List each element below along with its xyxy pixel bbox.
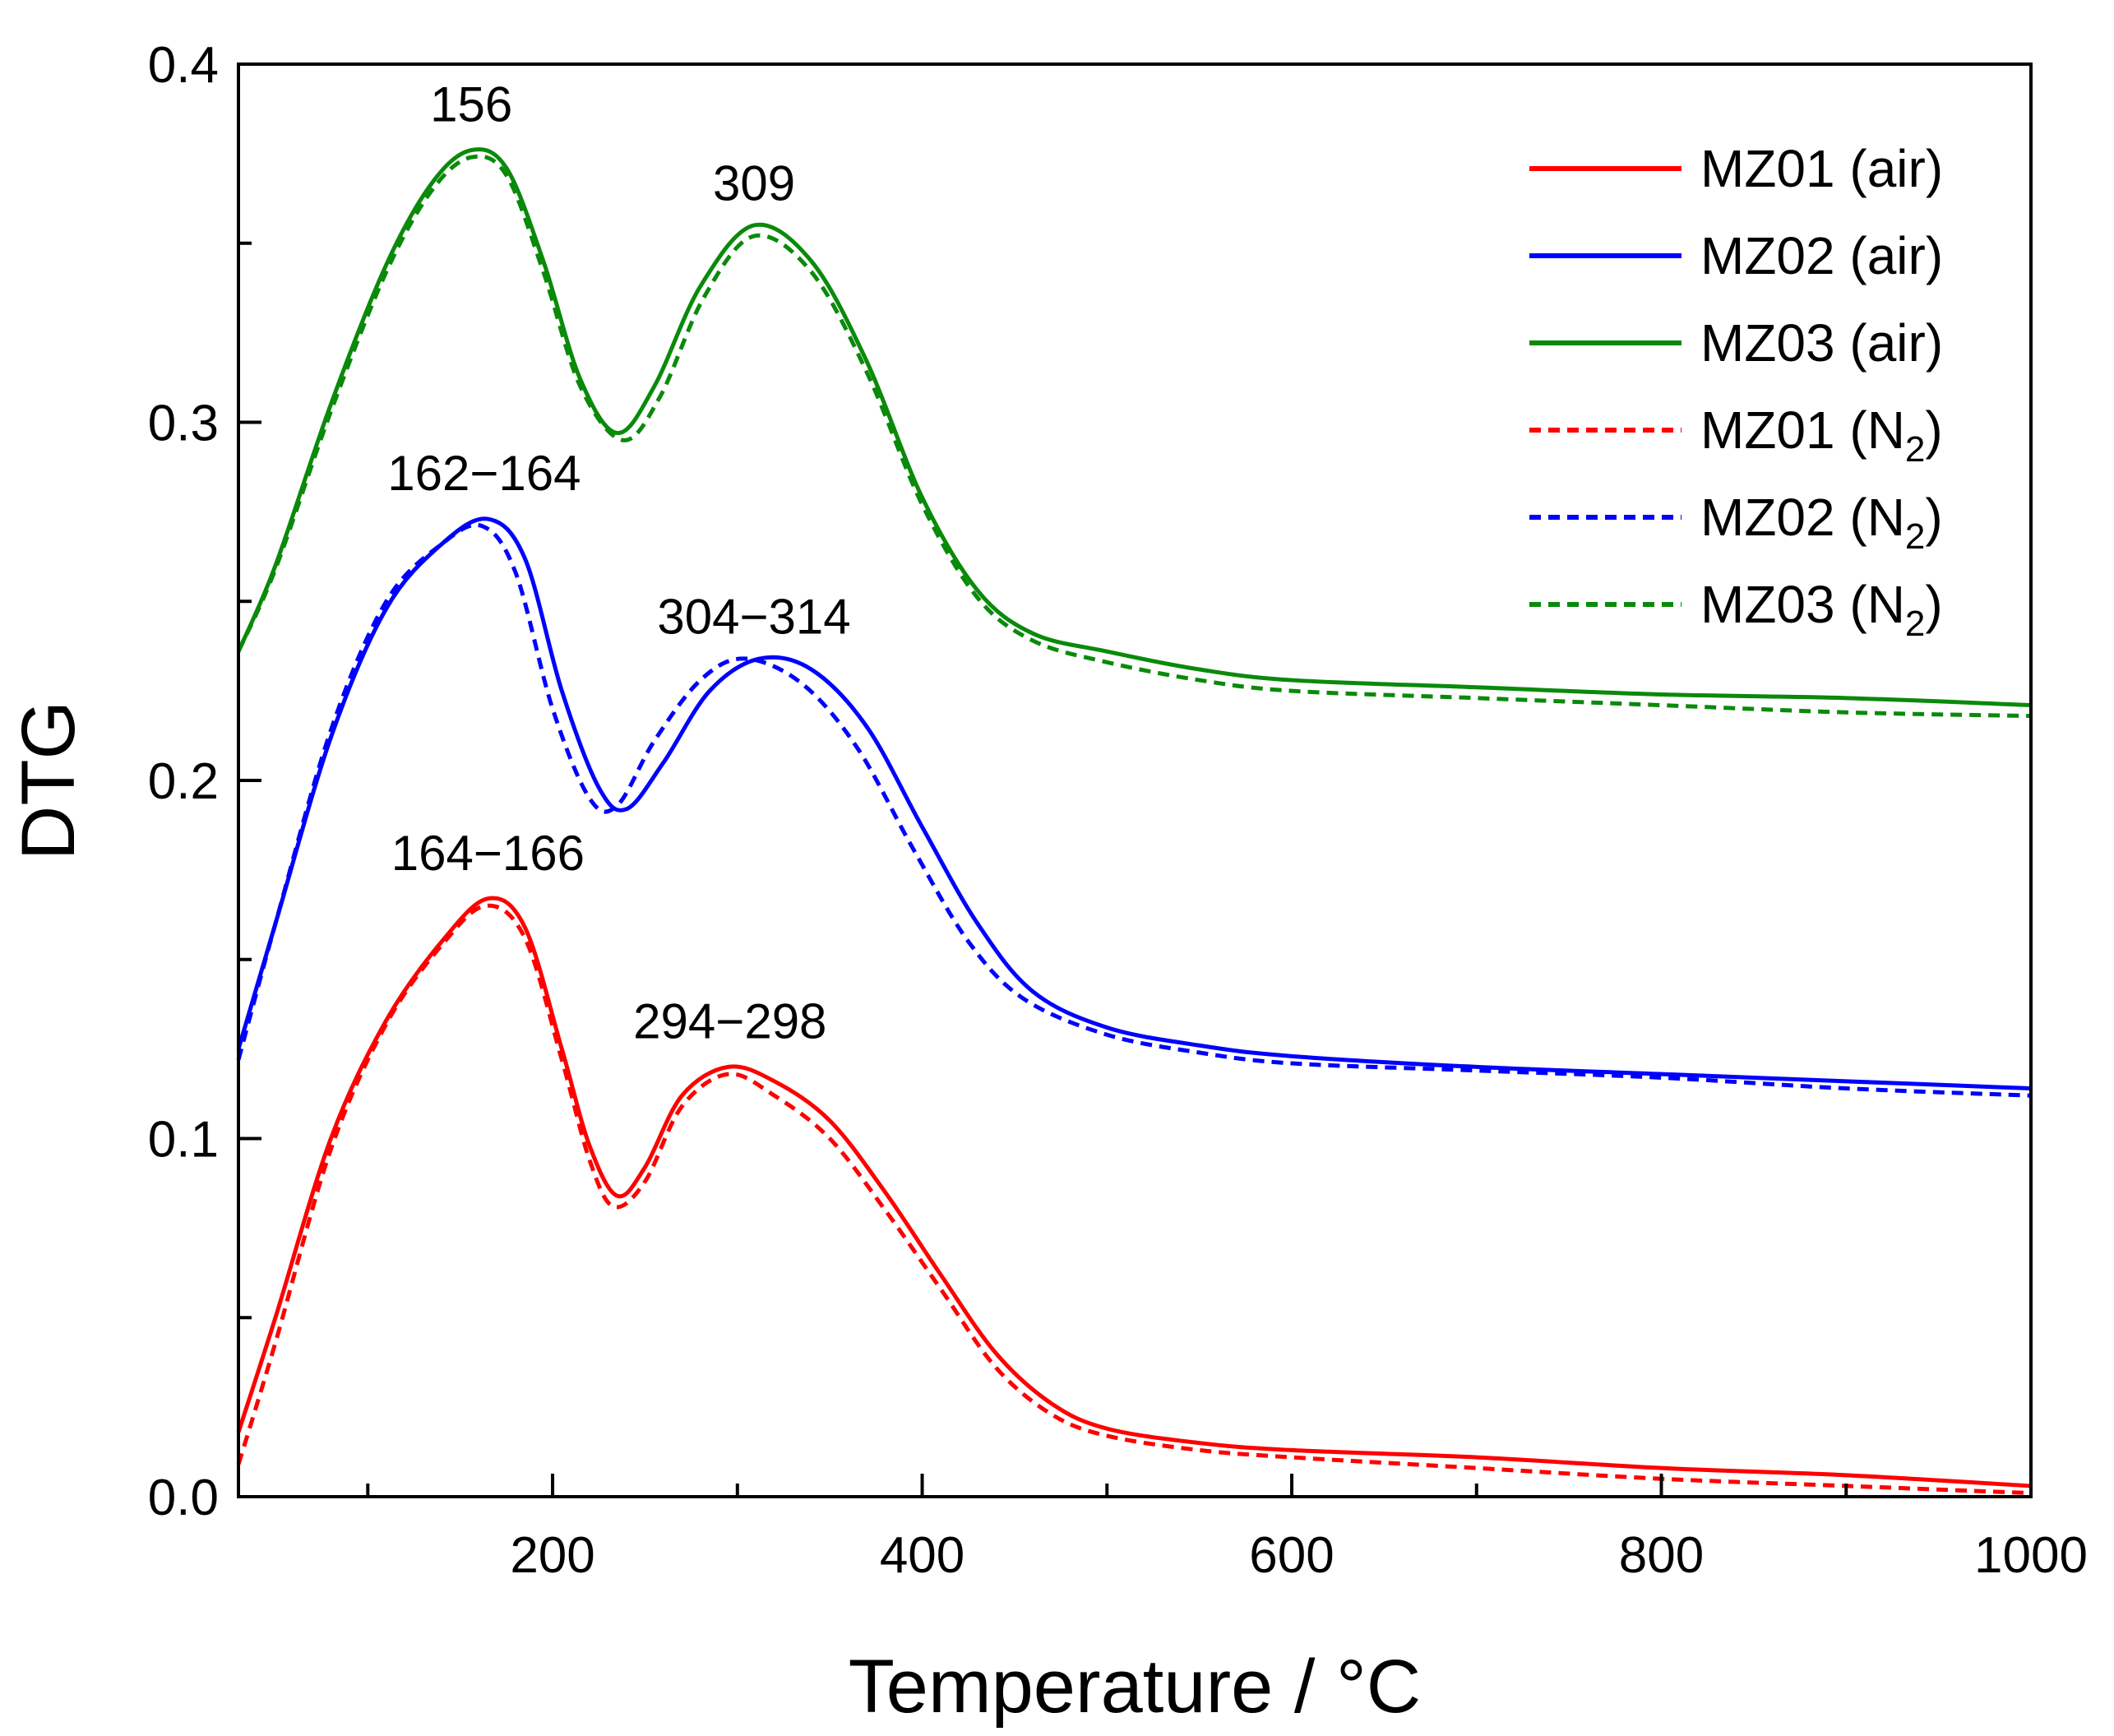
x-tick-label: 600 bbox=[1249, 1527, 1334, 1584]
y-tick-label: 0.3 bbox=[148, 396, 219, 452]
y-tick-label: 0.1 bbox=[148, 1112, 219, 1169]
peak-annotation: 304−314 bbox=[657, 589, 850, 644]
y-tick-label: 0.4 bbox=[148, 37, 219, 94]
legend-label-3: MZ03 (air) bbox=[1700, 313, 1943, 373]
y-tick-label: 0.2 bbox=[148, 753, 219, 810]
peak-annotation: 164−166 bbox=[391, 826, 585, 881]
legend-label-1: MZ01 (air) bbox=[1700, 139, 1943, 198]
x-axis-title: Temperature / °C bbox=[849, 1645, 1421, 1729]
annotation-layer: 156 309 162−164 304−314 164−166 294−298 bbox=[387, 77, 850, 1049]
peak-annotation: 294−298 bbox=[633, 994, 826, 1049]
legend-label-2: MZ02 (air) bbox=[1700, 226, 1943, 285]
legend-label-5: MZ02 (N2) bbox=[1700, 488, 1943, 557]
peak-annotation: 162−164 bbox=[387, 446, 581, 501]
series-line-5 bbox=[236, 522, 2032, 1098]
peak-annotation: 309 bbox=[713, 155, 795, 211]
peak-annotation: 156 bbox=[430, 77, 512, 132]
legend-label-4: MZ01 (N2) bbox=[1700, 400, 1943, 470]
legend: MZ01 (air) MZ02 (air) MZ03 (air) MZ01 (N2) M… bbox=[1529, 139, 1943, 644]
series-line-3 bbox=[236, 147, 2032, 708]
x-tick-label: 200 bbox=[510, 1527, 594, 1584]
legend-label-6: MZ03 (N2) bbox=[1700, 575, 1943, 644]
tick-layer: 200 400 600 800 1000 0.0 0.1 0.2 0.3 0.4 bbox=[148, 37, 2088, 1584]
x-tick-label: 800 bbox=[1619, 1527, 1704, 1584]
y-tick-label: 0.0 bbox=[148, 1470, 219, 1526]
y-axis-title: DTG bbox=[7, 701, 90, 860]
x-tick-label: 400 bbox=[880, 1527, 964, 1584]
x-tick-label: 1000 bbox=[1974, 1527, 2088, 1584]
series-line-4 bbox=[236, 903, 2032, 1496]
series-line-2 bbox=[236, 516, 2032, 1091]
series-line-6 bbox=[236, 154, 2032, 719]
series-layer bbox=[236, 147, 2032, 1496]
